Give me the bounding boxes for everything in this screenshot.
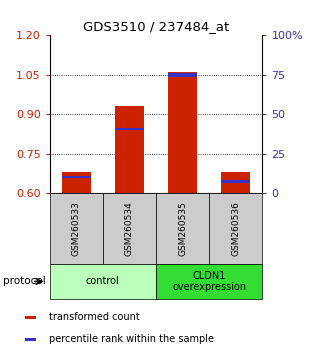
Bar (209, 193, 262, 264)
Bar (115, 106, 144, 193)
Text: control: control (86, 276, 120, 286)
Bar (50, 264, 156, 299)
Text: protocol: protocol (3, 276, 46, 286)
Title: GDS3510 / 237484_at: GDS3510 / 237484_at (83, 20, 229, 33)
Bar (168, 73, 197, 76)
Text: GSM260534: GSM260534 (125, 201, 134, 256)
Text: GSM260533: GSM260533 (72, 201, 81, 256)
Bar (221, 172, 251, 193)
Bar (221, 180, 251, 183)
Text: CLDN1
overexpression: CLDN1 overexpression (172, 270, 246, 292)
Bar (168, 72, 197, 193)
Bar (50, 193, 103, 264)
Text: transformed count: transformed count (49, 312, 140, 322)
Bar (25, 338, 36, 341)
Text: GSM260535: GSM260535 (178, 201, 187, 256)
Bar (156, 264, 262, 299)
Bar (103, 193, 156, 264)
Bar (25, 316, 36, 319)
Text: percentile rank within the sample: percentile rank within the sample (49, 335, 214, 344)
Text: GSM260536: GSM260536 (231, 201, 240, 256)
Bar (61, 176, 91, 178)
Bar (61, 172, 91, 193)
Bar (156, 193, 209, 264)
Bar (115, 128, 144, 130)
